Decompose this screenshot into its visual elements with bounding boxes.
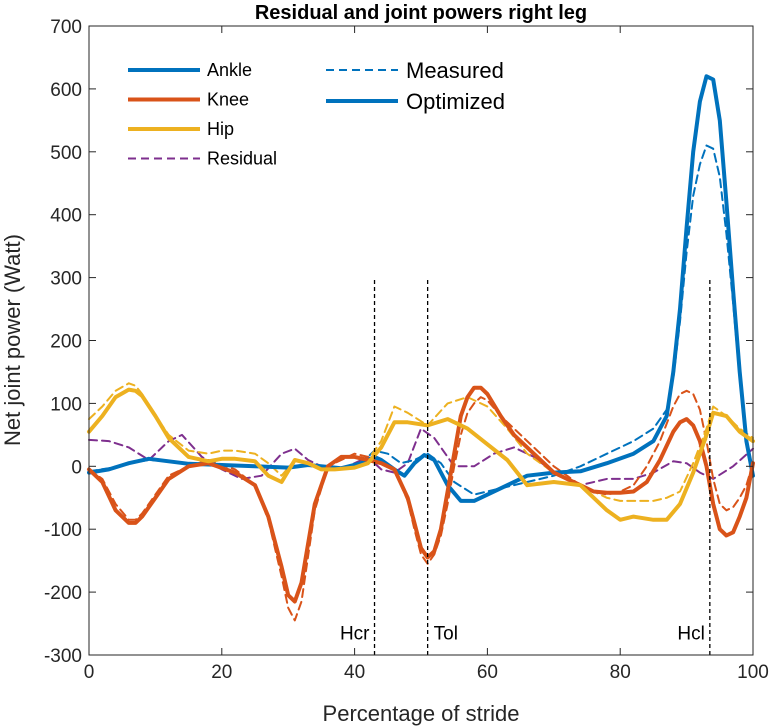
y-tick-label: -100 [44, 520, 82, 541]
axes: 0 20 40 60 80 100 -300 -200 -100 0 100 200 300 400 500… [44, 17, 769, 683]
series-ankle-optimized [87, 74, 755, 503]
x-tick-label: 100 [737, 662, 769, 683]
legend-label-residual: Residual [207, 149, 277, 169]
legend-label-knee: Knee [207, 90, 249, 110]
y-tick-label: 400 [50, 206, 82, 227]
legend: Ankle Knee Hip Residual Measured Optimized [128, 58, 505, 169]
x-axis-label: Percentage of stride [323, 701, 520, 726]
event-label-hcl: Hcl [677, 623, 704, 644]
event-label-tol: Tol [434, 623, 458, 644]
y-tick-label: 300 [50, 269, 82, 290]
legend-label-ankle: Ankle [207, 60, 252, 80]
y-tick-label: 500 [50, 143, 82, 164]
series-knee-measured [88, 389, 754, 622]
legend-label-optimized: Optimized [406, 89, 505, 114]
x-tick-label: 0 [84, 662, 95, 683]
y-tick-label: 200 [50, 332, 82, 353]
y-tick-label: 700 [50, 17, 82, 38]
legend-label-hip: Hip [207, 119, 234, 139]
y-tick-label: 0 [71, 457, 82, 478]
y-tick-label: -300 [44, 646, 82, 667]
chart-title: Residual and joint powers right leg [255, 2, 587, 24]
x-tick-label: 80 [610, 662, 631, 683]
y-tick-label: 600 [50, 80, 82, 101]
event-label-hcr: Hcr [340, 623, 370, 644]
series-knee-optimized [87, 385, 755, 604]
y-tick-label: -200 [44, 583, 82, 604]
series-hip-measured [88, 382, 754, 502]
y-tick-label: 100 [50, 394, 82, 415]
series-hip-optimized [87, 387, 755, 522]
x-tick-label: 20 [211, 662, 232, 683]
x-tick-label: 40 [344, 662, 365, 683]
event-markers: Hcr Tol Hcl [340, 277, 711, 655]
legend-label-measured: Measured [406, 58, 504, 83]
plot-area [87, 74, 755, 622]
x-tick-label: 60 [477, 662, 498, 683]
y-axis-label: Net joint power (Watt) [0, 234, 25, 446]
